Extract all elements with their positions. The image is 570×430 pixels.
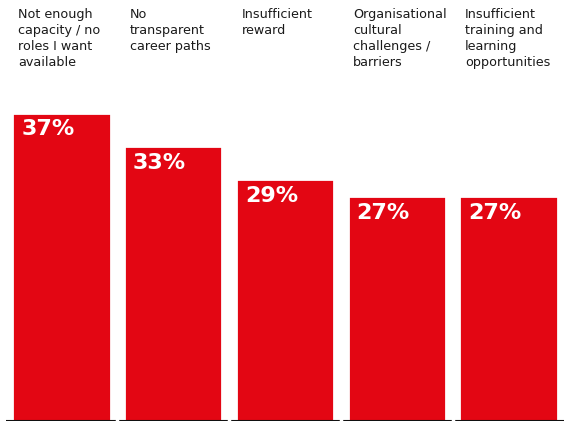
Bar [459,196,557,421]
Text: Organisational
cultural
challenges /
barriers: Organisational cultural challenges / bar… [353,9,447,70]
Bar [348,196,446,421]
Text: No
transparent
career paths: No transparent career paths [130,9,210,53]
Text: 27%: 27% [468,203,522,223]
Bar [236,179,334,421]
Text: 29%: 29% [245,186,298,206]
Text: 37%: 37% [21,120,75,139]
Text: 27%: 27% [356,203,410,223]
Text: Not enough
capacity / no
roles I want
available: Not enough capacity / no roles I want av… [18,9,100,70]
Text: Insufficient
reward: Insufficient reward [242,9,312,37]
Text: Insufficient
training and
learning
opportunities: Insufficient training and learning oppor… [465,9,550,70]
Text: 33%: 33% [133,153,186,173]
Bar [13,113,111,421]
Bar [124,146,222,421]
